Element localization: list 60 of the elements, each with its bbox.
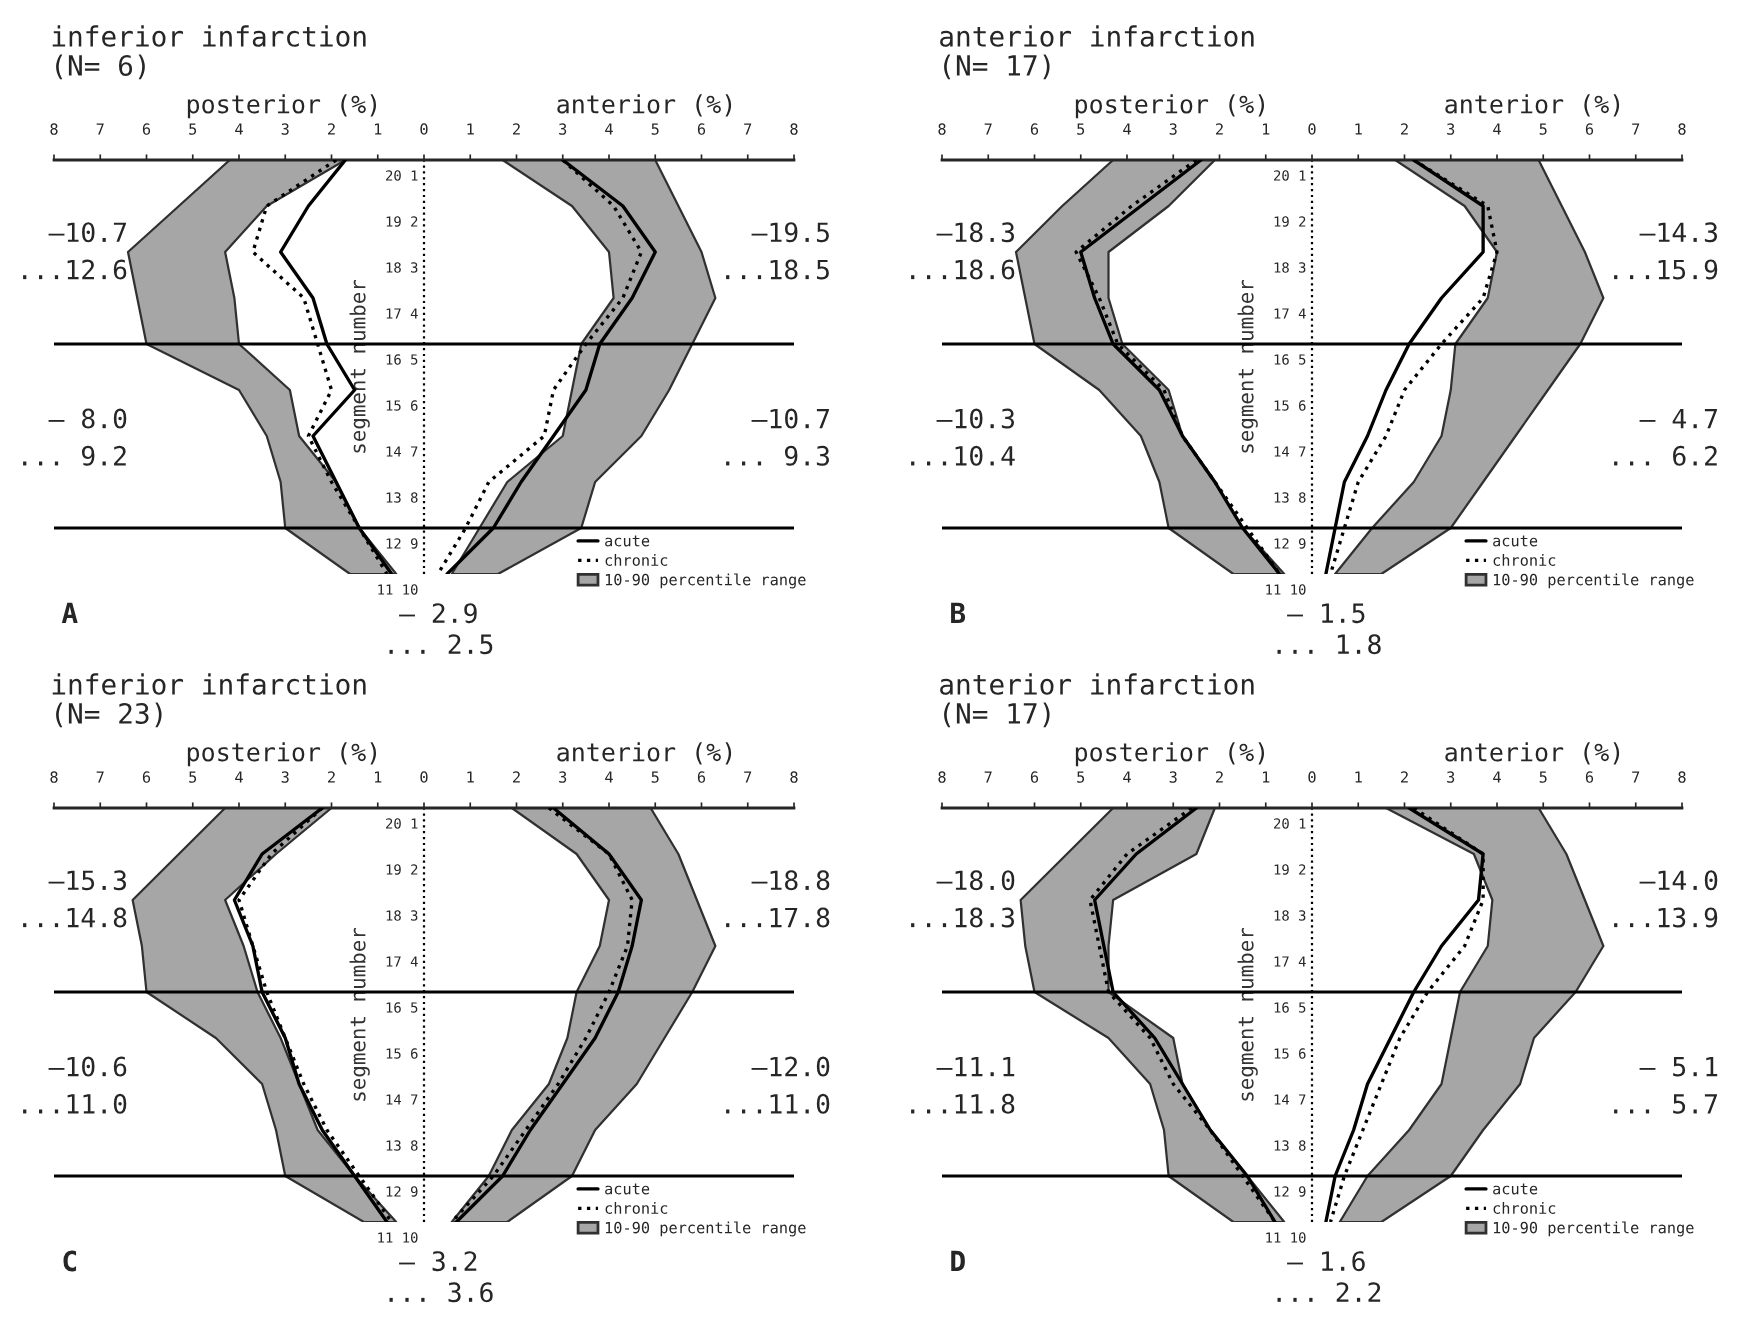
y-axis-title: segment number <box>349 927 370 1101</box>
annotation: ... 6.2 <box>1614 445 1717 466</box>
annotation: ...18.5 <box>726 259 829 280</box>
text: ... 1.8 <box>1277 634 1381 655</box>
annotation: ...11.0 <box>23 1093 127 1114</box>
text: — 1.5 <box>1287 603 1365 624</box>
text: C <box>63 1250 77 1272</box>
annotation: —10.3 <box>936 408 1015 429</box>
text: anterior (%) <box>557 742 732 765</box>
chart-title: anterior infarction (N= 17) <box>940 673 1254 728</box>
y-axis-title: segment number <box>1237 279 1258 453</box>
annotation: ...13.9 <box>1614 907 1718 928</box>
annotation: ...10.4 <box>911 445 1015 466</box>
text: — 3.2 <box>399 1251 477 1272</box>
text: B <box>951 602 966 624</box>
annotation: ...15.9 <box>1614 259 1718 280</box>
annotation: ...11.0 <box>726 1093 830 1114</box>
annotation: ...17.8 <box>726 907 830 928</box>
text: anterior (%) <box>1445 742 1620 765</box>
annotation: —12.0 <box>751 1056 830 1077</box>
text: posterior (%) <box>1075 94 1265 119</box>
annotation: —11.1 <box>936 1056 1015 1077</box>
annotation: —14.0 <box>1639 870 1718 891</box>
chart-title: inferior infarction (N= 6) <box>52 25 366 80</box>
text: D <box>951 1250 965 1272</box>
annotation: —18.3 <box>936 222 1015 243</box>
annotation: — 8.0 <box>48 408 127 429</box>
annotation: —10.6 <box>48 1056 127 1077</box>
chart-title: inferior infarction (N= 23) <box>52 673 366 728</box>
annotation: — 4.7 <box>1639 408 1718 429</box>
annotation: ...18.3 <box>911 907 1015 928</box>
text: A <box>61 602 78 624</box>
annotation: —15.3 <box>48 870 127 891</box>
annotation: ...11.8 <box>911 1093 1015 1114</box>
annotation: ... 5.7 <box>1614 1094 1718 1114</box>
text: posterior (%) <box>1075 742 1265 767</box>
annotation: ...18.6 <box>911 259 1015 280</box>
text: posterior (%) <box>187 742 377 767</box>
annotation: ...14.8 <box>23 907 127 928</box>
annotation: —18.8 <box>751 870 830 891</box>
text: ... 3.6 <box>389 1282 493 1303</box>
annotation: ... 9.3 <box>726 445 830 466</box>
y-axis-title: segment number <box>349 279 370 453</box>
annotation: —18.0 <box>936 870 1015 891</box>
text: ... 2.5 <box>389 634 493 655</box>
y-axis-title: segment number <box>1237 927 1258 1101</box>
chart-title: anterior infarction (N= 17) <box>940 25 1254 80</box>
text: anterior (%) <box>1445 94 1620 117</box>
text: ... 2.2 <box>1277 1282 1381 1302</box>
annotation: ... 9.2 <box>23 445 126 466</box>
text: — 2.9 <box>399 603 477 624</box>
annotation: —10.7 <box>751 408 830 429</box>
annotation: —19.5 <box>751 222 829 243</box>
annotation: ...12.6 <box>23 259 127 280</box>
annotation: —10.7 <box>48 222 127 243</box>
text: anterior (%) <box>557 94 732 117</box>
annotation: — 5.1 <box>1639 1056 1718 1077</box>
text: posterior (%) <box>187 94 377 119</box>
text: — 1.6 <box>1287 1251 1365 1272</box>
annotation: —14.3 <box>1639 222 1718 243</box>
